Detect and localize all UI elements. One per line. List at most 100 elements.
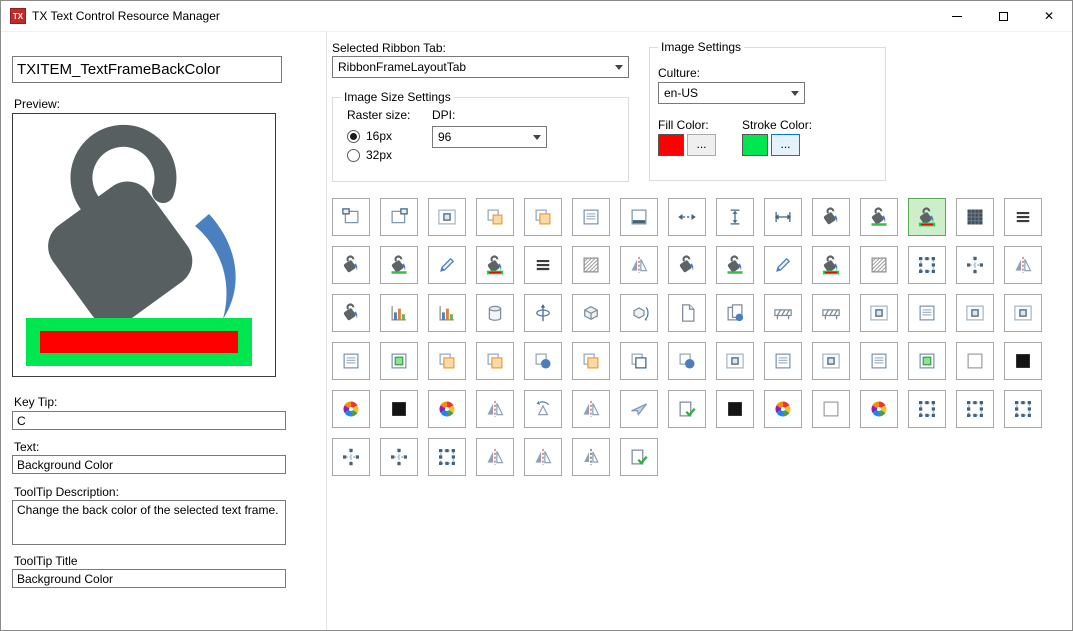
inner-frame-icon[interactable] [956, 294, 994, 332]
black-color-icon[interactable] [716, 390, 754, 428]
free-rotate-icon[interactable] [620, 390, 658, 428]
text-in-frame-icon[interactable] [332, 342, 370, 380]
hatch-fill-icon[interactable] [572, 246, 610, 284]
inner-frame-icon[interactable] [716, 342, 754, 380]
frame-height-icon[interactable] [716, 198, 754, 236]
back-color-icon[interactable] [668, 246, 706, 284]
text-in-frame-icon[interactable] [860, 342, 898, 380]
dpi-select[interactable]: 96 [432, 126, 547, 148]
color-wheel-icon[interactable] [764, 390, 802, 428]
pages-pin-icon[interactable] [716, 294, 754, 332]
overlap-squares-icon[interactable] [524, 198, 562, 236]
key-tip-field[interactable] [12, 411, 286, 430]
inner-frame-icon[interactable] [1004, 294, 1042, 332]
circle-shape-icon[interactable] [524, 342, 562, 380]
text-frame-right-icon[interactable] [380, 198, 418, 236]
overlap-squares-icon[interactable] [428, 342, 466, 380]
maximize-button[interactable] [980, 1, 1026, 31]
inner-frame-icon[interactable] [812, 342, 850, 380]
back-color-icon[interactable] [332, 294, 370, 332]
back-color-accent-icon[interactable] [380, 246, 418, 284]
flip-horizontal-icon[interactable] [524, 438, 562, 476]
selected-ribbon-tab-label: Selected Ribbon Tab: [332, 41, 446, 55]
back-color-icon[interactable] [332, 246, 370, 284]
fence-icon[interactable] [764, 294, 802, 332]
mirror-vertical-icon[interactable] [572, 438, 610, 476]
pattern-fill-icon[interactable] [956, 198, 994, 236]
green-fill-frame-icon[interactable] [908, 342, 946, 380]
fence-icon[interactable] [812, 294, 850, 332]
tooltip-title-field[interactable] [12, 569, 286, 588]
text-lines-icon[interactable] [524, 246, 562, 284]
apply-icon[interactable] [620, 438, 658, 476]
green-fill-frame-icon[interactable] [380, 342, 418, 380]
overlap-frames-icon[interactable] [620, 342, 658, 380]
color-wheel-icon[interactable] [332, 390, 370, 428]
flip-horizontal-icon[interactable] [476, 438, 514, 476]
no-color-icon[interactable] [812, 390, 850, 428]
rotation-axis-icon[interactable] [524, 294, 562, 332]
text-in-frame-icon[interactable] [908, 294, 946, 332]
flip-horizontal-icon[interactable] [476, 390, 514, 428]
text-in-frame-icon[interactable] [572, 198, 610, 236]
hatch-fill-icon[interactable] [860, 246, 898, 284]
back-color-icon[interactable] [812, 198, 850, 236]
close-button[interactable]: ✕ [1026, 1, 1072, 31]
resize-handles-icon[interactable] [956, 246, 994, 284]
circle-shape-icon[interactable] [668, 342, 706, 380]
tooltip-description-field[interactable]: Change the back color of the selected te… [12, 500, 286, 545]
back-color-accent-icon[interactable] [716, 246, 754, 284]
edit-pen-icon[interactable] [428, 246, 466, 284]
text-frame-back-color-icon[interactable] [812, 246, 850, 284]
selection-handles-icon[interactable] [908, 246, 946, 284]
item-name-field[interactable] [12, 56, 282, 83]
selection-handles-icon[interactable] [956, 390, 994, 428]
selection-handles-icon[interactable] [908, 390, 946, 428]
black-color-icon[interactable] [1004, 342, 1042, 380]
document-icon[interactable] [668, 294, 706, 332]
no-color-icon[interactable] [956, 342, 994, 380]
horizontal-spacing-icon[interactable] [668, 198, 706, 236]
bar-chart-icon[interactable] [380, 294, 418, 332]
ribbon-tab-select[interactable]: RibbonFrameLayoutTab [332, 56, 629, 78]
overlap-squares-icon[interactable] [476, 342, 514, 380]
minimize-button[interactable] [934, 1, 980, 31]
selection-handles-icon[interactable] [428, 438, 466, 476]
inner-frame-icon[interactable] [428, 198, 466, 236]
text-field[interactable] [12, 455, 286, 474]
flip-horizontal-icon[interactable] [572, 390, 610, 428]
text-frame-icon[interactable] [332, 198, 370, 236]
text-lines-icon[interactable] [1004, 198, 1042, 236]
rotate-3d-icon[interactable] [620, 294, 658, 332]
text-in-frame-icon[interactable] [764, 342, 802, 380]
cube-icon[interactable] [572, 294, 610, 332]
raster-16px-radio[interactable]: 16px [347, 129, 392, 143]
culture-select[interactable]: en-US [658, 82, 805, 104]
flip-horizontal-icon[interactable] [1004, 246, 1042, 284]
color-wheel-icon[interactable] [860, 390, 898, 428]
frame-bottom-edge-icon[interactable] [620, 198, 658, 236]
black-color-icon[interactable] [380, 390, 418, 428]
rotate-left-icon[interactable] [524, 390, 562, 428]
stroke-color-picker-button[interactable]: ... [771, 134, 800, 156]
back-color-accent-icon[interactable] [860, 198, 898, 236]
text-frame-back-color-icon[interactable] [908, 198, 946, 236]
frame-width-icon[interactable] [764, 198, 802, 236]
selection-handles-icon[interactable] [1004, 390, 1042, 428]
app-icon: TX [10, 8, 26, 24]
raster-32px-radio[interactable]: 32px [347, 148, 392, 162]
overlap-squares-icon[interactable] [572, 342, 610, 380]
inner-frame-icon[interactable] [860, 294, 898, 332]
flip-horizontal-icon[interactable] [620, 246, 658, 284]
resize-handles-icon[interactable] [380, 438, 418, 476]
bar-chart-icon[interactable] [428, 294, 466, 332]
color-wheel-icon[interactable] [428, 390, 466, 428]
edit-pen-icon[interactable] [764, 246, 802, 284]
apply-icon[interactable] [668, 390, 706, 428]
fill-square-icon[interactable] [476, 198, 514, 236]
resize-handles-icon[interactable] [332, 438, 370, 476]
fill-color-picker-button[interactable]: ... [687, 134, 716, 156]
text-frame-back-color-icon[interactable] [476, 246, 514, 284]
cylinder-icon[interactable] [476, 294, 514, 332]
